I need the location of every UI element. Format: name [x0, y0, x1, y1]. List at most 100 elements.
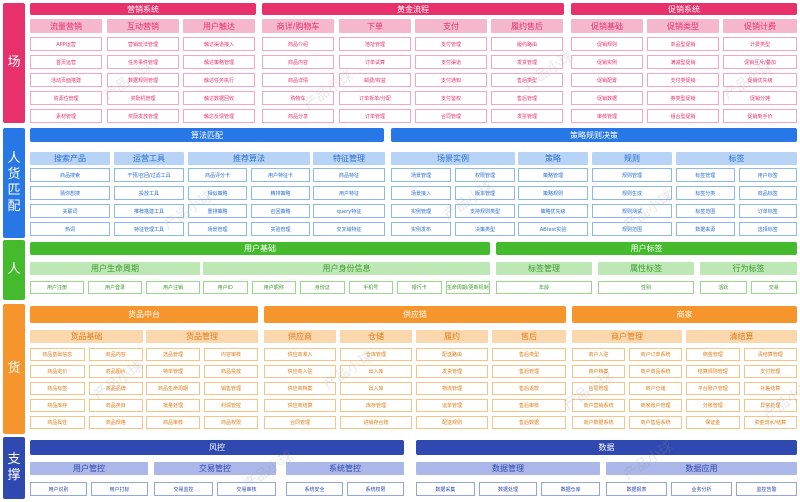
huo-item: 供应商准入: [264, 348, 336, 361]
support-sub-title-4: 数据应用: [606, 462, 797, 475]
chang-item: 支付渠道: [415, 55, 487, 69]
match-item: 推荐搭建工具: [114, 204, 184, 218]
chang-item: 促销分摊: [723, 91, 797, 105]
support-item: 用户识别: [30, 482, 87, 496]
chang-item: 奖励机管理: [107, 91, 179, 105]
huo-sub-title-6: 商户管理: [572, 330, 682, 343]
huo-item: 商户档案: [572, 365, 625, 378]
huo-item: 利润管控: [204, 399, 258, 412]
chang-item: 营销玩法管理: [107, 37, 179, 51]
huo-item: 合同管理: [572, 382, 625, 395]
huo-item: 售后数据: [492, 416, 566, 429]
chang-item: 奖励发放管理: [107, 109, 179, 123]
match-item: 投放工具: [114, 186, 184, 200]
match-item: 支持规则类型: [455, 204, 515, 218]
chang-col-title-5: 支付: [415, 19, 487, 33]
match-item: 商品搜索: [30, 168, 110, 182]
huo-item: 出入库: [340, 382, 412, 395]
match-sub-title-6: 规则: [592, 152, 672, 165]
huo-item: 清结算管理: [743, 348, 797, 361]
huo-header-2: 商家: [572, 306, 797, 323]
chang-item: 售后类型: [491, 73, 563, 87]
chang-item: 支付管理: [415, 37, 487, 51]
match-item: query特征: [313, 204, 385, 218]
support-item: 数据处理: [478, 482, 538, 496]
match-sub-title-4: 场景实例: [391, 152, 515, 165]
chang-item: 邮费/权益: [339, 73, 411, 87]
match-item: 重排策略: [188, 204, 247, 218]
huo-header-0: 货品中台: [30, 306, 258, 323]
match-item: 场景管理: [188, 222, 247, 236]
match-sub-title-2: 推荐算法: [188, 152, 310, 165]
huo-item: 进销存台账: [340, 416, 412, 429]
chang-item: 促销配置: [571, 73, 643, 87]
support-item: 系统权限: [347, 482, 404, 496]
section-label-zhicheng: 支 撑: [3, 437, 25, 499]
support-item: 交易审核: [217, 482, 276, 496]
match-item: 用户标签: [738, 168, 797, 182]
chang-item: 售后管理: [491, 91, 563, 105]
huo-item: 商品投放: [204, 365, 258, 378]
chang-item: 促销规则: [571, 37, 643, 51]
huo-item: 运单管理: [416, 399, 488, 412]
support-item: 交易监控: [154, 482, 213, 496]
huo-item: 商品定价: [30, 365, 85, 378]
huo-item: 商品属性: [30, 416, 85, 429]
huo-item: 平台账户管理: [686, 382, 740, 395]
chang-item: 合同管理: [415, 109, 487, 123]
huo-item: 商品生命周期: [146, 382, 200, 395]
huo-item: 商户售后系统: [629, 416, 682, 429]
huo-item: 保证金: [686, 416, 740, 429]
chang-col-title-7: 促销基础: [571, 19, 643, 33]
ren-header-1: 用户标签: [496, 242, 797, 255]
huo-item: 商户仓储: [629, 382, 682, 395]
huo-item: 商品标签: [30, 382, 85, 395]
section-label-renhuopi: 人 货 匹 配: [3, 128, 25, 238]
support-header-0: 风控: [30, 440, 404, 455]
match-item: 特征管理工具: [114, 222, 184, 236]
huo-item: 出入库: [340, 365, 412, 378]
huo-item: 商户数据系统: [572, 416, 625, 429]
support-item: 数据采集: [416, 482, 475, 496]
chang-col-title-2: 用户触达: [183, 19, 255, 33]
ren-sub-title-3: 属性标签: [598, 262, 694, 275]
match-item: 实例发布: [391, 222, 451, 236]
section-label-huo: 货: [3, 304, 25, 434]
chang-item: 计费类型: [723, 37, 797, 51]
ren-sub-title-4: 行为标签: [700, 262, 797, 275]
huo-header-1: 供应链: [264, 306, 566, 323]
huo-item: 商品规格: [88, 416, 143, 429]
match-item: 干预/召回/过滤工具: [114, 168, 184, 182]
huo-item: 供应商结算: [264, 399, 336, 412]
ren-item: 手机号: [348, 281, 393, 294]
match-item: 精排策略: [251, 186, 310, 200]
huo-item: 批量处理: [146, 399, 200, 412]
ren-item: 用户注册: [30, 281, 84, 294]
match-item: 实例管理: [391, 204, 451, 218]
chang-item: 商品介绍: [262, 37, 334, 51]
huo-item: 补差结算: [743, 382, 797, 395]
chang-col-title-6: 履约售后: [491, 19, 563, 33]
chang-header-1: 黄金流程: [262, 3, 564, 15]
match-sub-title-0: 搜索产品: [30, 152, 110, 165]
match-item: 权限管理: [455, 168, 515, 182]
chang-col-title-3: 商详/购物车: [262, 19, 334, 33]
huo-item: 商品内容: [88, 348, 143, 361]
chang-item: 商品详情: [262, 73, 334, 87]
match-item: 选择标签: [738, 222, 797, 236]
chang-item: 订单试算: [339, 55, 411, 69]
chang-header-2: 促销系统: [571, 3, 797, 15]
chang-item: 触达渠道接入: [183, 37, 255, 51]
chang-item: 促销优先级: [723, 73, 797, 87]
huo-item: 销售管理: [204, 382, 258, 395]
match-item: 热词: [30, 222, 110, 236]
huo-item: 商品审核: [146, 416, 200, 429]
huo-item: 商品图片: [88, 365, 143, 378]
section-label-ren: 人: [3, 240, 25, 300]
ren-item: 用户注销: [146, 281, 200, 294]
match-item: 用户特征: [313, 186, 385, 200]
support-sub-title-0: 用户管控: [30, 462, 148, 475]
ren-item: 生命周期/更新机制: [445, 281, 490, 294]
chang-item: 素材管理: [30, 109, 102, 123]
chang-item: 数据规则管理: [107, 73, 179, 87]
